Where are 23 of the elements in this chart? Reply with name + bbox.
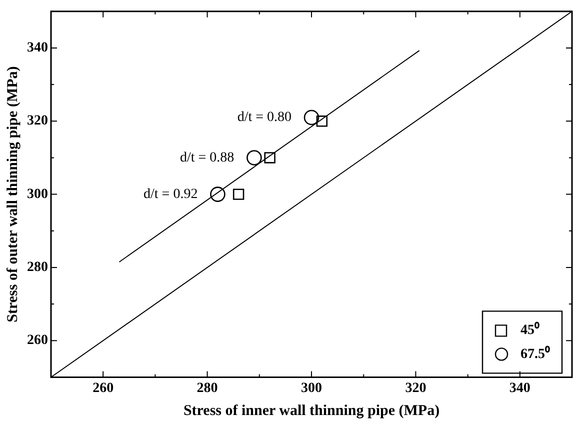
y-tick-label: 280 [27,260,48,276]
x-tick-label: 320 [405,381,426,396]
y-tick-label: 340 [27,40,48,56]
annotation: d/t = 0.88 [180,150,234,166]
x-tick-label: 300 [301,381,322,396]
point [246,150,262,166]
y-tick-label: 260 [27,333,48,348]
point [210,186,226,202]
y-axis-title: Stress of outer wall thinning pipe (MPa) [4,66,21,322]
y-tick-label: 320 [27,114,48,129]
x-tick-label: 260 [92,381,114,396]
point [264,152,276,164]
x-tick-label: 280 [196,381,218,396]
legend-label: 45⁰ [520,320,540,338]
x-tick-label: 340 [509,381,530,396]
y-tick-label: 300 [27,186,48,202]
annotation: d/t = 0.80 [237,110,292,126]
point [232,188,244,200]
legend-label: 67.5⁰ [520,344,550,362]
annotation: d/t = 0.92 [144,186,198,202]
point [304,110,320,126]
point [316,116,328,127]
x-axis-title: Stress of inner wall thinning pipe (MPa) [183,402,440,419]
